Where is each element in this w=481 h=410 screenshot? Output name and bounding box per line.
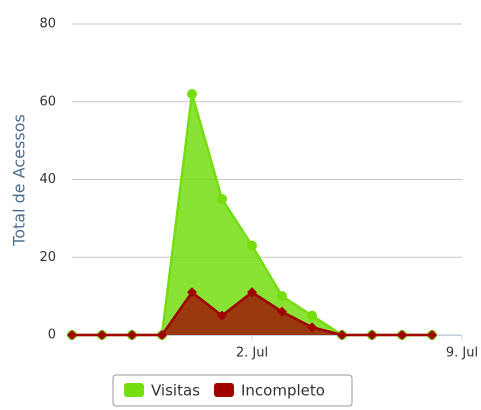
y-tick-label: 40 [39, 172, 56, 187]
point [337, 330, 347, 340]
y-tick-label: 20 [39, 250, 56, 265]
y-axis-label: Total de Acessos [10, 114, 29, 247]
point [157, 330, 167, 340]
point [307, 322, 317, 333]
point [217, 310, 227, 321]
x-tick-label: 2. Jul [236, 346, 268, 361]
point [127, 330, 137, 340]
point [397, 330, 407, 340]
y-tick-label: 80 [39, 17, 56, 32]
area-fill [72, 93, 432, 335]
point [187, 88, 197, 99]
legend-swatch [124, 383, 144, 397]
point [97, 330, 107, 340]
point [307, 310, 317, 321]
legend-swatch [213, 383, 234, 397]
y-tick-label: 0 [48, 328, 56, 343]
point [67, 330, 77, 340]
point [187, 287, 197, 298]
point [247, 240, 257, 251]
area-fill [72, 292, 432, 335]
point [277, 306, 287, 317]
point [217, 193, 227, 204]
point [427, 330, 437, 340]
point [367, 330, 377, 340]
point [247, 287, 257, 298]
x-tick-label: 9. Jul [446, 346, 478, 361]
legend-label: Visitas [151, 382, 200, 400]
legend-label: Incompleto [241, 382, 325, 400]
y-tick-label: 60 [39, 94, 56, 109]
point [277, 291, 287, 302]
